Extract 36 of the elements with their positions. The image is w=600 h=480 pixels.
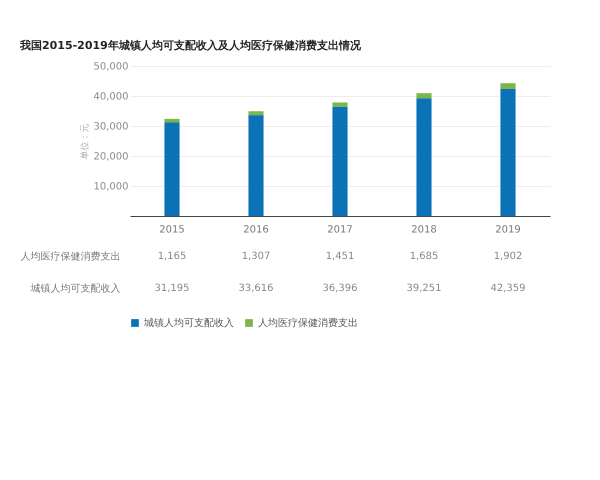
x-tick-label: 2019	[495, 224, 521, 236]
legend-label: 人均医疗保健消费支出	[258, 317, 358, 329]
bar	[164, 122, 180, 216]
data-label: 1,307	[242, 251, 270, 262]
x-tick-label: 2016	[243, 224, 269, 236]
bar	[500, 83, 516, 89]
bar	[248, 111, 264, 116]
data-label: 39,251	[406, 283, 442, 294]
y-axis-title: 单位：元	[80, 124, 91, 160]
x-tick-label: 2015	[159, 224, 185, 236]
data-label: 36,396	[322, 283, 358, 294]
chart-title: 我国2015-2019年城镇人均可支配收入及人均医疗保健消费支出情况	[19, 39, 362, 52]
bar	[416, 93, 432, 98]
legend-label: 城镇人均可支配收入	[143, 317, 234, 329]
x-tick-label: 2017	[327, 224, 353, 236]
data-label: 1,451	[326, 251, 354, 262]
bar	[332, 106, 348, 216]
data-label: 1,685	[410, 251, 438, 262]
data-label: 33,616	[238, 283, 274, 294]
bar	[500, 88, 516, 216]
y-tick-label: 30,000	[94, 122, 128, 132]
data-label: 31,195	[154, 283, 190, 294]
bar	[164, 118, 180, 122]
bar	[248, 115, 264, 216]
text: 城镇人均可支配收入	[30, 284, 120, 294]
x-tick-label: 2018	[411, 224, 437, 236]
y-tick-label: 50,000	[94, 62, 128, 72]
bar	[332, 102, 348, 107]
y-tick-label: 20,000	[94, 152, 128, 162]
text: 人均医疗保健消费支出	[20, 252, 120, 262]
y-tick-label: 40,000	[94, 92, 128, 102]
data-label: 1,902	[494, 251, 522, 262]
data-label: 1,165	[158, 251, 186, 262]
data-label: 42,359	[490, 283, 526, 294]
bar	[416, 98, 432, 216]
y-tick-label: 10,000	[94, 182, 128, 192]
